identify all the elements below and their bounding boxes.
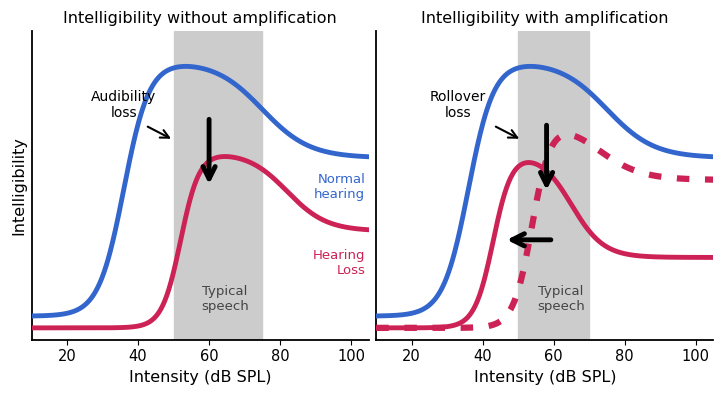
Y-axis label: Intelligibility: Intelligibility (11, 136, 26, 235)
X-axis label: Intensity (dB SPL): Intensity (dB SPL) (473, 370, 616, 385)
Bar (518, 31, 589, 340)
Text: Hearing
Loss: Hearing Loss (312, 249, 365, 277)
Text: Normal
hearing: Normal hearing (314, 173, 365, 201)
Title: Intelligibility without amplification: Intelligibility without amplification (63, 11, 337, 26)
Bar (173, 31, 262, 340)
Text: Rollover
loss: Rollover loss (430, 90, 486, 120)
Title: Intelligibility with amplification: Intelligibility with amplification (421, 11, 668, 26)
Text: Typical
speech: Typical speech (201, 285, 249, 313)
Text: Typical
speech: Typical speech (537, 285, 584, 313)
Text: Audibility
loss: Audibility loss (91, 90, 157, 120)
X-axis label: Intensity (dB SPL): Intensity (dB SPL) (129, 370, 271, 385)
